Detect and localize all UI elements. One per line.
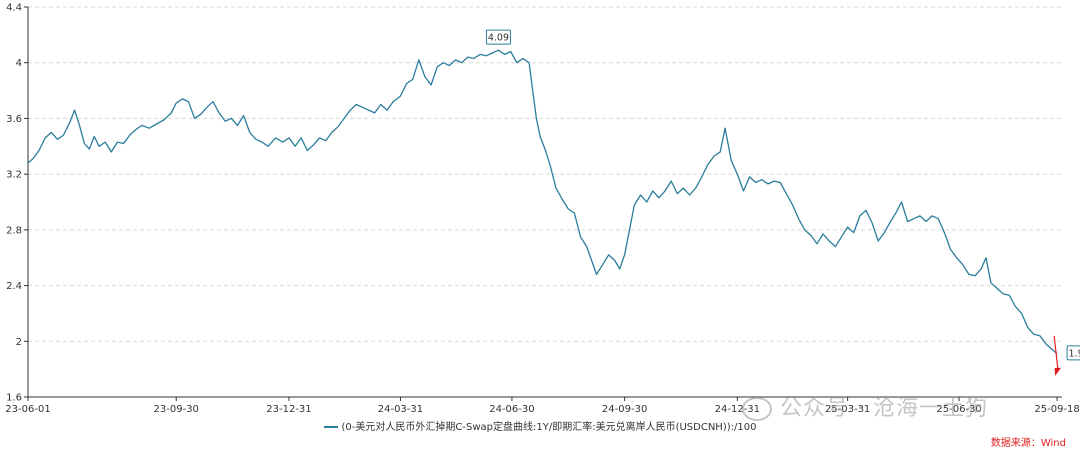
watermark-text: 公众号 · 沧海一土狗 bbox=[780, 396, 988, 421]
x-tick-label: 24-09-30 bbox=[602, 404, 647, 415]
y-tick-label: 1.6 bbox=[6, 393, 22, 404]
y-tick-label: 2.8 bbox=[6, 225, 22, 236]
series-line bbox=[27, 49, 1058, 355]
value-label: 4.09 bbox=[488, 33, 509, 44]
value-label-box bbox=[1066, 345, 1080, 361]
value-label-box bbox=[485, 29, 511, 45]
y-tick-label: 2.4 bbox=[6, 281, 22, 292]
x-tick-label: 23-09-30 bbox=[154, 404, 199, 415]
x-tick-label: 24-06-30 bbox=[489, 404, 534, 415]
legend-label: (0-美元对人民币外汇掉期C-Swap定盘曲线:1Y/即期汇率:美元兑离岸人民币… bbox=[341, 422, 757, 433]
down-arrow-icon bbox=[1054, 367, 1062, 376]
y-tick-label: 4.4 bbox=[6, 3, 22, 14]
y-tick-label: 3.6 bbox=[6, 114, 22, 125]
y-tick-label: 3.2 bbox=[6, 170, 22, 181]
series-lines bbox=[27, 49, 1058, 355]
x-tick-label: 25-03-31 bbox=[825, 404, 870, 415]
grid-lines bbox=[28, 6, 1062, 342]
source-label: 数据来源：Wind bbox=[990, 438, 1066, 449]
y-tick-label: 4 bbox=[16, 58, 22, 69]
down-arrow-line bbox=[1053, 335, 1059, 371]
x-tick-label: 23-06-01 bbox=[5, 404, 50, 415]
x-tick-label: 25-06-30 bbox=[936, 404, 981, 415]
value-label: 1.91 bbox=[1069, 348, 1080, 359]
legend-swatch bbox=[323, 426, 338, 428]
x-tick-labels: 23-06-01 23-09-30 23-12-31 24-03-31 24-06-30… bbox=[5, 404, 1079, 415]
watermark: 公众号 · 沧海一土狗 bbox=[742, 390, 988, 422]
x-tick-label: 24-03-31 bbox=[378, 404, 423, 415]
x-tick-label: 25-09-18 bbox=[1034, 404, 1079, 415]
y-tick-labels: 1.6 2 2.4 2.8 3.2 3.6 4 4.4 bbox=[6, 3, 22, 404]
legend: (0-美元对人民币外汇掉期C-Swap定盘曲线:1Y/即期汇率:美元兑离岸人民币… bbox=[0, 418, 1080, 433]
y-tick-label: 2 bbox=[16, 337, 22, 348]
x-tick-label: 24-12-31 bbox=[715, 404, 760, 415]
annotations: 4.09 1.91 bbox=[485, 29, 1080, 376]
wechat-icon bbox=[742, 397, 772, 421]
axes bbox=[24, 6, 1062, 401]
x-tick-label: 23-12-31 bbox=[266, 404, 311, 415]
